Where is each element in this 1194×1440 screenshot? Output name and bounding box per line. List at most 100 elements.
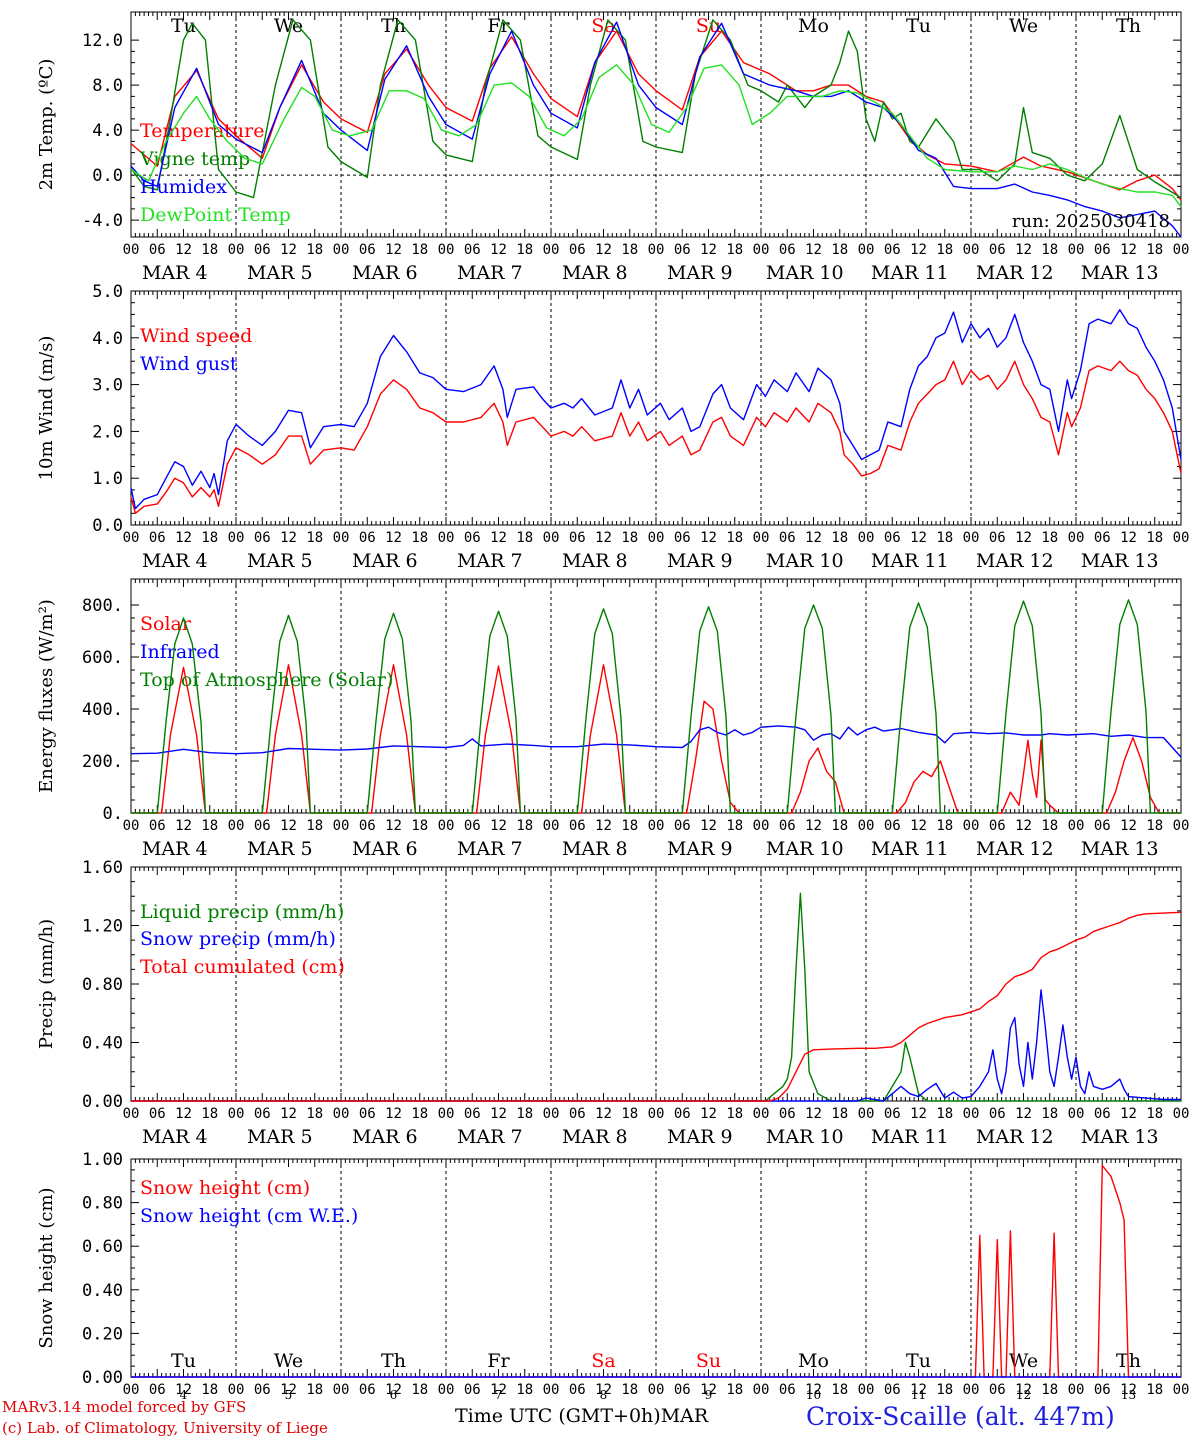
y-tick-label: 0.20 (82, 1324, 123, 1344)
series-line-vigne-temp (130, 19, 1182, 199)
date-label: MAR 4 (142, 838, 208, 860)
hour-tick-label: 18 (516, 242, 533, 258)
hour-tick-label: 06 (779, 530, 796, 546)
y-tick-label: 200. (82, 752, 123, 772)
hour-tick-label: 00 (438, 818, 455, 834)
hour-tick-label: 06 (779, 1382, 796, 1398)
hour-tick-label: 18 (936, 530, 953, 546)
hour-tick-label: 12 (595, 1382, 612, 1398)
y-tick-label: 400. (82, 700, 123, 720)
hour-tick-label: 18 (411, 242, 428, 258)
day-number-label: 11 (911, 1388, 926, 1402)
hour-tick-label: 18 (621, 1382, 638, 1398)
run-label: run: 2025030418 (1012, 211, 1170, 232)
hour-tick-label: 00 (648, 242, 665, 258)
y-tick-label: 0.00 (82, 1368, 123, 1388)
y-tick-label: 0.0 (92, 166, 123, 186)
hour-tick-label: 06 (569, 242, 586, 258)
hour-tick-label: 12 (490, 530, 507, 546)
hour-tick-label: 18 (1146, 818, 1163, 834)
hour-tick-label: 06 (254, 1382, 271, 1398)
hour-tick-label: 00 (1068, 1106, 1085, 1122)
y-tick-label: 0.60 (82, 1237, 123, 1257)
hour-tick-label: 12 (490, 1382, 507, 1398)
hour-tick-label: 18 (936, 242, 953, 258)
hour-tick-label: 12 (385, 1382, 402, 1398)
hour-tick-label: 18 (621, 242, 638, 258)
day-number-label: 10 (806, 1388, 821, 1402)
hour-tick-label: 18 (1146, 1382, 1163, 1398)
hour-tick-label: 18 (411, 818, 428, 834)
hour-tick-label: 06 (989, 818, 1006, 834)
hour-tick-label: 06 (569, 530, 586, 546)
date-label: MAR 6 (352, 838, 418, 860)
y-tick-label: 0.80 (82, 975, 123, 995)
date-label: MAR 8 (562, 550, 628, 572)
hour-tick-label: 06 (884, 530, 901, 546)
hour-tick-label: 06 (569, 818, 586, 834)
date-label: MAR 12 (976, 838, 1054, 860)
hour-tick-label: 12 (700, 818, 717, 834)
hour-tick-label: 18 (516, 530, 533, 546)
station-name[interactable]: Croix-Scaille (alt. 447m) (806, 1402, 1115, 1431)
hour-tick-label: 06 (149, 1106, 166, 1122)
series-line-wind-gust (130, 309, 1182, 510)
hour-tick-label: 18 (1146, 1106, 1163, 1122)
hour-tick-label: 12 (385, 530, 402, 546)
hour-tick-label: 12 (910, 1106, 927, 1122)
legend-entry: Liquid precip (mm/h) (140, 901, 344, 923)
hour-tick-label: 00 (753, 242, 770, 258)
date-label: MAR 5 (247, 838, 313, 860)
hour-tick-label: 06 (674, 1382, 691, 1398)
hour-tick-label: 18 (201, 818, 218, 834)
hour-tick-label: 18 (201, 242, 218, 258)
hour-tick-label: 00 (333, 818, 350, 834)
hour-tick-label: 06 (359, 530, 376, 546)
hour-tick-label: 00 (228, 530, 245, 546)
hour-tick-label: 12 (910, 818, 927, 834)
y-tick-label: 1.0 (92, 469, 123, 489)
hour-tick-label: 18 (1041, 1106, 1058, 1122)
hour-tick-label: 18 (831, 818, 848, 834)
hour-tick-label: 18 (516, 818, 533, 834)
y-tick-label: 2.0 (92, 422, 123, 442)
hour-tick-label: 00 (228, 242, 245, 258)
hour-tick-label: 00 (228, 818, 245, 834)
y-axis-title: Snow height (cm) (36, 1187, 57, 1348)
hour-tick-label: 00 (543, 818, 560, 834)
weekday-label: We (274, 15, 303, 37)
hour-tick-label: 12 (805, 818, 822, 834)
hour-tick-label: 18 (306, 242, 323, 258)
legend-entry: Vigne temp (139, 148, 250, 170)
hour-tick-label: 18 (411, 1106, 428, 1122)
date-label: MAR 10 (766, 262, 844, 284)
date-label: MAR 11 (871, 838, 949, 860)
hour-tick-label: 18 (621, 1106, 638, 1122)
y-tick-label: 8.0 (92, 76, 123, 96)
hour-tick-label: 06 (1094, 530, 1111, 546)
hour-tick-label: 00 (543, 242, 560, 258)
hour-tick-label: 12 (490, 242, 507, 258)
hour-tick-label: 18 (1041, 242, 1058, 258)
hour-tick-label: 06 (254, 1106, 271, 1122)
date-label: MAR 7 (457, 838, 523, 860)
legend-entry: Wind speed (140, 325, 252, 347)
hour-tick-label: 06 (989, 1382, 1006, 1398)
hour-tick-label: 06 (149, 1382, 166, 1398)
day-number-label: 12 (1016, 1388, 1031, 1402)
hour-tick-label: 06 (464, 1382, 481, 1398)
hour-tick-label: 00 (858, 242, 875, 258)
hour-tick-label: 00 (963, 530, 980, 546)
hour-tick-label: 06 (674, 818, 691, 834)
hour-tick-label: 00 (123, 1106, 140, 1122)
hour-tick-label: 12 (910, 1382, 927, 1398)
hour-tick-label: 00 (858, 530, 875, 546)
series-line-wind-speed (130, 360, 1182, 514)
weekday-label: Sa (591, 15, 615, 37)
date-label: MAR 8 (562, 838, 628, 860)
hour-tick-label: 00 (1068, 242, 1085, 258)
y-tick-label: -4.0 (82, 211, 123, 231)
y-axis-title: 10m Wind (m/s) (36, 336, 57, 481)
hour-tick-label: 12 (175, 1382, 192, 1398)
